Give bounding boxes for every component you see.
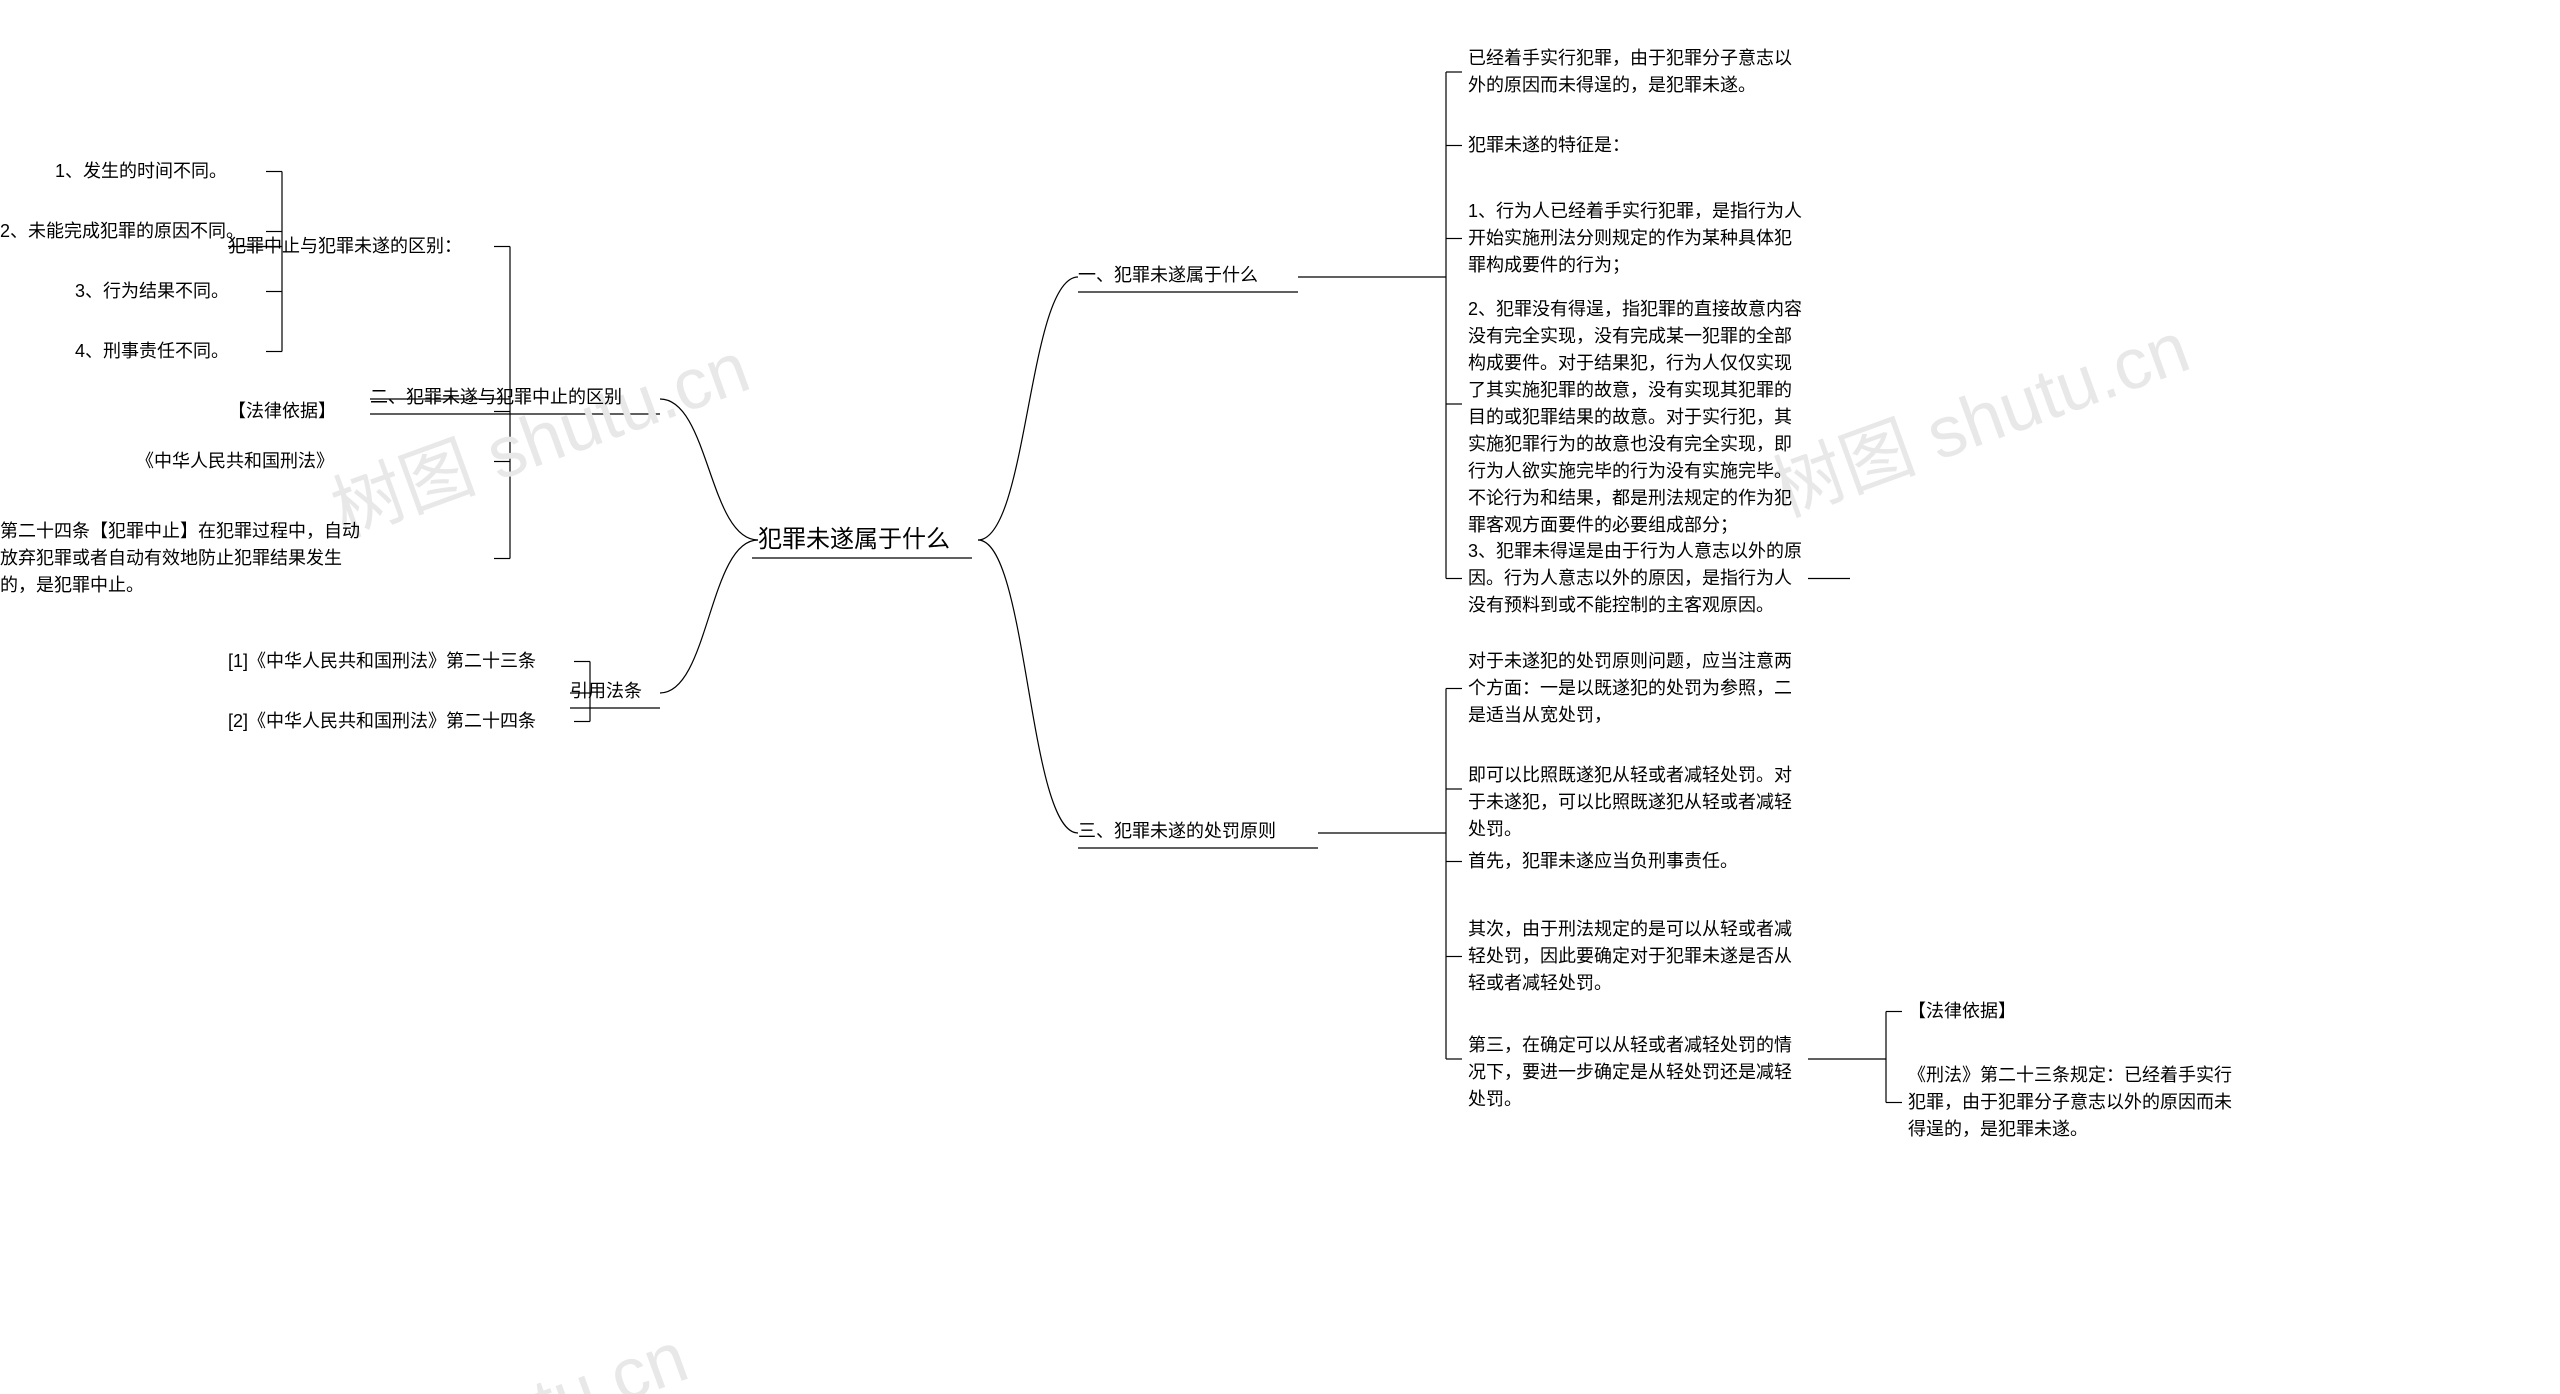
mindmap-node: 一、犯罪未遂属于什么	[1078, 262, 1298, 289]
mindmap-node: 《刑法》第二十三条规定：已经着手实行犯罪，由于犯罪分子意志以外的原因而未得逞的，…	[1908, 1062, 2248, 1143]
mindmap-node: 引用法条	[570, 678, 660, 705]
mindmap-node: 其次，由于刑法规定的是可以从轻或者减轻处罚，因此要确定对于犯罪未遂是否从轻或者减…	[1468, 916, 1808, 997]
mindmap-node: 已经着手实行犯罪，由于犯罪分子意志以外的原因而未得逞的，是犯罪未遂。	[1468, 45, 1808, 99]
mindmap-node: 犯罪未遂属于什么	[758, 522, 978, 558]
mindmap-node: 第三，在确定可以从轻或者减轻处罚的情况下，要进一步确定是从轻处罚还是减轻处罚。	[1468, 1032, 1808, 1113]
mindmap-node: 犯罪中止与犯罪未遂的区别：	[228, 233, 488, 260]
mindmap-node: 对于未遂犯的处罚原则问题，应当注意两个方面：一是以既遂犯的处罚为参照，二是适当从…	[1468, 648, 1808, 729]
mindmap-node: 2、犯罪没有得逞，指犯罪的直接故意内容没有完全实现，没有完成某一犯罪的全部构成要…	[1468, 296, 1808, 539]
mindmap-node: 犯罪未遂的特征是：	[1468, 132, 1808, 159]
mindmap-node: 【法律依据】	[1908, 998, 2248, 1025]
mindmap-node: 1、发生的时间不同。	[55, 158, 255, 185]
mindmap-node: 二、犯罪未遂与犯罪中止的区别	[370, 384, 660, 411]
mindmap-node: 3、犯罪未得逞是由于行为人意志以外的原因。行为人意志以外的原因，是指行为人没有预…	[1468, 538, 1808, 619]
mindmap-node: 1、行为人已经着手实行犯罪，是指行为人开始实施刑法分则规定的作为某种具体犯罪构成…	[1468, 198, 1808, 279]
mindmap-node: 《中华人民共和国刑法》	[136, 448, 366, 475]
watermark: 树图 shutu.cn	[1755, 289, 2201, 537]
mindmap-node: 三、犯罪未遂的处罚原则	[1078, 818, 1318, 845]
mindmap-node: 第二十四条【犯罪中止】在犯罪过程中，自动放弃犯罪或者自动有效地防止犯罪结果发生的…	[0, 518, 370, 599]
watermark: shutu.cn	[414, 1316, 698, 1394]
mindmap-node: 2、未能完成犯罪的原因不同。	[0, 218, 260, 245]
mindmap-connectors	[0, 0, 2560, 1394]
mindmap-node: 首先，犯罪未遂应当负刑事责任。	[1468, 848, 1808, 875]
mindmap-node: [2]《中华人民共和国刑法》第二十四条	[228, 708, 568, 735]
mindmap-node: 【法律依据】	[228, 398, 368, 425]
mindmap-node: 3、行为结果不同。	[75, 278, 255, 305]
mindmap-node: 4、刑事责任不同。	[75, 338, 255, 365]
mindmap-node: [1]《中华人民共和国刑法》第二十三条	[228, 648, 568, 675]
watermark: 树图 shutu.cn	[315, 309, 761, 557]
mindmap-node: 即可以比照既遂犯从轻或者减轻处罚。对于未遂犯，可以比照既遂犯从轻或者减轻处罚。	[1468, 762, 1808, 843]
